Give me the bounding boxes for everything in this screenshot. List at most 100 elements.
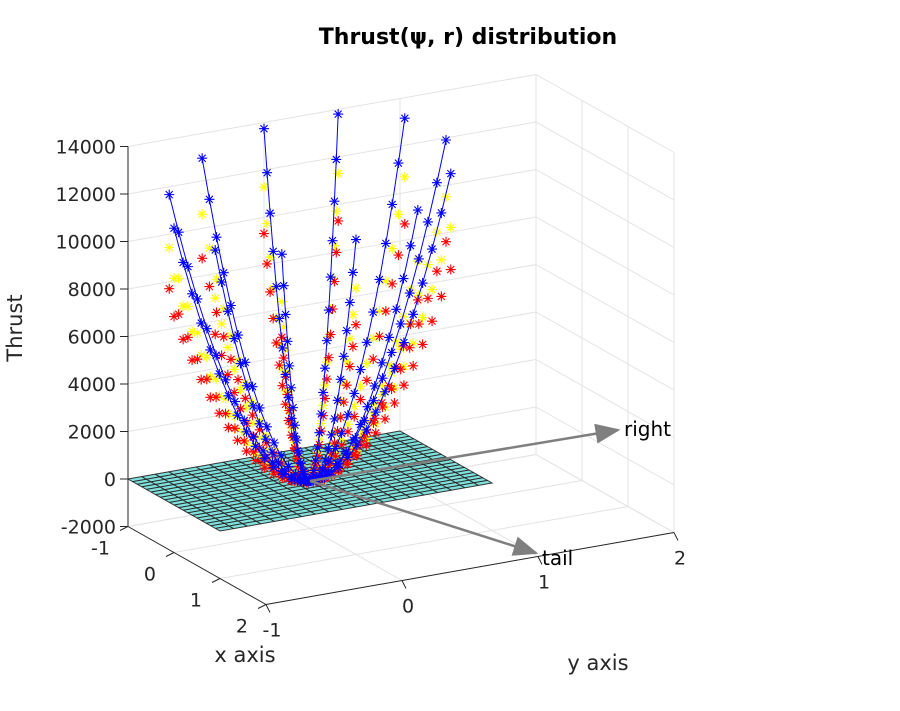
data-point	[210, 329, 221, 340]
data-point	[292, 445, 303, 456]
plane-gridline	[192, 466, 465, 516]
data-point	[276, 296, 287, 307]
data-point	[192, 327, 203, 338]
data-point	[282, 389, 293, 400]
data-point	[280, 369, 291, 380]
data-point	[323, 469, 334, 480]
data-point	[355, 394, 366, 405]
data-point	[306, 472, 317, 483]
data-point	[239, 436, 250, 447]
data-point	[196, 318, 207, 329]
data-point	[355, 419, 366, 430]
data-point	[295, 458, 306, 469]
data-point	[218, 331, 229, 342]
data-point	[399, 172, 410, 183]
data-point	[201, 352, 212, 363]
data-point	[276, 332, 287, 343]
data-point	[254, 432, 265, 443]
data-point	[341, 325, 352, 336]
x-tick-label: 2	[236, 616, 248, 638]
data-point	[338, 397, 349, 408]
plane-gridline	[210, 477, 483, 527]
data-point	[164, 283, 175, 294]
z-gridline-right-wall	[535, 264, 675, 343]
data-series	[164, 109, 456, 488]
x-axis-label: x axis	[214, 643, 275, 667]
data-point	[280, 309, 291, 320]
z-gridline-right-wall	[535, 74, 675, 153]
data-point	[225, 354, 236, 365]
data-point	[355, 430, 366, 441]
data-point	[284, 386, 295, 397]
data-point	[279, 466, 290, 477]
data-point	[331, 206, 342, 217]
data-point	[204, 281, 215, 292]
data-point	[361, 358, 372, 369]
data-point	[204, 243, 215, 254]
z-gridline-right-wall	[535, 406, 675, 486]
blade-line	[309, 114, 339, 482]
data-point	[240, 357, 251, 368]
data-point	[182, 261, 193, 272]
data-point	[250, 455, 261, 466]
data-point	[314, 472, 325, 483]
data-point	[229, 411, 240, 422]
data-point	[265, 286, 276, 297]
data-point	[261, 421, 272, 432]
data-point	[369, 413, 380, 424]
data-point	[332, 425, 343, 436]
data-point	[274, 313, 285, 324]
axes	[119, 146, 679, 613]
y-axis-line	[265, 532, 675, 605]
data-point	[291, 435, 302, 446]
data-point	[269, 437, 280, 448]
data-point	[405, 240, 416, 251]
data-point	[210, 293, 221, 304]
data-point	[380, 413, 391, 424]
data-point	[210, 245, 221, 256]
data-point	[196, 374, 207, 385]
data-point	[261, 437, 272, 448]
data-point	[284, 360, 295, 371]
data-point	[229, 387, 240, 398]
data-point	[320, 393, 331, 404]
y-tick-mark	[537, 556, 543, 565]
data-point	[248, 447, 259, 458]
data-point	[333, 168, 344, 179]
data-point	[351, 440, 362, 451]
data-point	[273, 467, 284, 478]
data-point	[271, 337, 282, 348]
data-point	[417, 339, 428, 350]
data-point	[333, 215, 344, 226]
y-tick-label: 0	[402, 596, 414, 618]
data-point	[350, 432, 361, 443]
data-point	[338, 351, 349, 362]
data-point	[329, 413, 340, 424]
data-point	[211, 350, 222, 361]
tick-labels: -2000 0 2000 4000 6000 8000 10000 12000 14000 -1 0…	[56, 137, 687, 642]
data-point	[387, 243, 398, 254]
plane-gridline	[201, 472, 474, 522]
z-tick-label: 4000	[68, 374, 116, 396]
data-point	[374, 274, 385, 285]
data-point	[395, 364, 406, 375]
data-point	[342, 452, 353, 463]
data-point	[222, 306, 233, 317]
y-tick-mark	[673, 532, 679, 541]
data-point	[222, 342, 233, 353]
data-point	[341, 356, 352, 367]
blade-line	[168, 194, 311, 482]
data-point	[405, 319, 416, 330]
data-point	[326, 448, 337, 459]
data-point	[422, 216, 433, 227]
data-point	[205, 371, 216, 382]
data-point	[201, 374, 212, 385]
data-point	[259, 463, 270, 474]
data-point	[260, 434, 271, 445]
data-point	[267, 457, 278, 468]
data-point	[355, 439, 366, 450]
data-point	[347, 309, 358, 320]
data-point	[436, 291, 447, 302]
data-point	[320, 454, 331, 465]
data-point	[398, 273, 409, 284]
